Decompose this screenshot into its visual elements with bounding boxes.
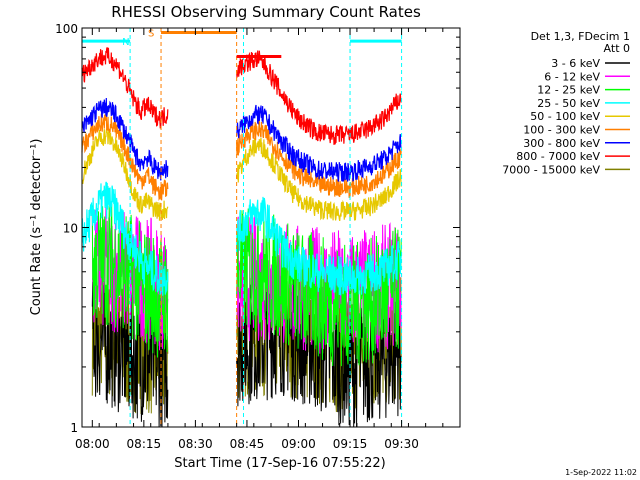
legend-label-25-50-kev: 25 - 50 keV (537, 97, 600, 110)
x-tick-label-08-15: 08:15 (127, 437, 162, 451)
legend-label-50-100-kev: 50 - 100 keV (530, 110, 600, 123)
axes: 1 10 100 08:00 08:15 08:30 08:45 09:00 09:15 09:3… (55, 22, 461, 451)
legend-label-300-800-kev: 300 - 800 keV (523, 137, 600, 150)
legend-label-12-25-kev: 12 - 25 keV (537, 84, 600, 97)
series-line-12-25-kev-seg1 (236, 208, 402, 367)
x-tick-label-08-30: 08:30 (178, 437, 213, 451)
observing-flags: NS (82, 28, 403, 427)
series-line-800-7000-kev-seg1 (236, 50, 402, 145)
legend-label-7000-15000-kev: 7000 - 15000 keV (502, 163, 600, 176)
footer-date: 1-Sep-2022 11:02 (565, 468, 637, 477)
x-tick-label-08-00: 08:00 (75, 437, 110, 451)
y-tick-label-10: 10 (63, 222, 78, 236)
legend-label-100-300-kev: 100 - 300 keV (523, 124, 600, 137)
series-line-25-50-kev-seg0 (81, 181, 169, 296)
series-line-800-7000-kev-seg0 (81, 47, 169, 129)
flag-label-n: N (122, 37, 129, 48)
series-line-300-800-kev-seg0 (81, 97, 169, 181)
series-line-50-100-kev-seg1 (236, 137, 402, 222)
series-line-300-800-kev-seg1 (236, 104, 402, 182)
series-line-25-50-kev-seg1 (236, 196, 402, 296)
legend-title-line2: Att 0 (604, 42, 630, 55)
flag-label-s: S (148, 28, 154, 39)
y-tick-label-1: 1 (70, 421, 78, 435)
x-tick-label-08-45: 08:45 (230, 437, 265, 451)
chart-title: RHESSI Observing Summary Count Rates (111, 3, 421, 21)
legend-label-3-6-kev: 3 - 6 keV (551, 57, 600, 70)
x-tick-label-09-15: 09:15 (333, 437, 368, 451)
x-tick-label-09-30: 09:30 (384, 437, 419, 451)
x-axis-label: Start Time (17-Sep-16 07:55:22) (174, 456, 385, 471)
legend-title-line1: Det 1,3, FDecim 1 (531, 30, 630, 43)
y-axis-label: Count Rate (s⁻¹ detector⁻¹) (29, 139, 44, 316)
series-line-100-300-kev-seg0 (81, 113, 169, 201)
series-line-50-100-kev-seg0 (81, 126, 169, 221)
legend-label-6-12-kev: 6 - 12 keV (544, 70, 600, 83)
legend-label-800-7000-kev: 800 - 7000 keV (516, 150, 600, 163)
y-tick-label-100: 100 (55, 22, 78, 36)
plot-area (81, 47, 402, 428)
x-tick-label-09-00: 09:00 (281, 437, 316, 451)
